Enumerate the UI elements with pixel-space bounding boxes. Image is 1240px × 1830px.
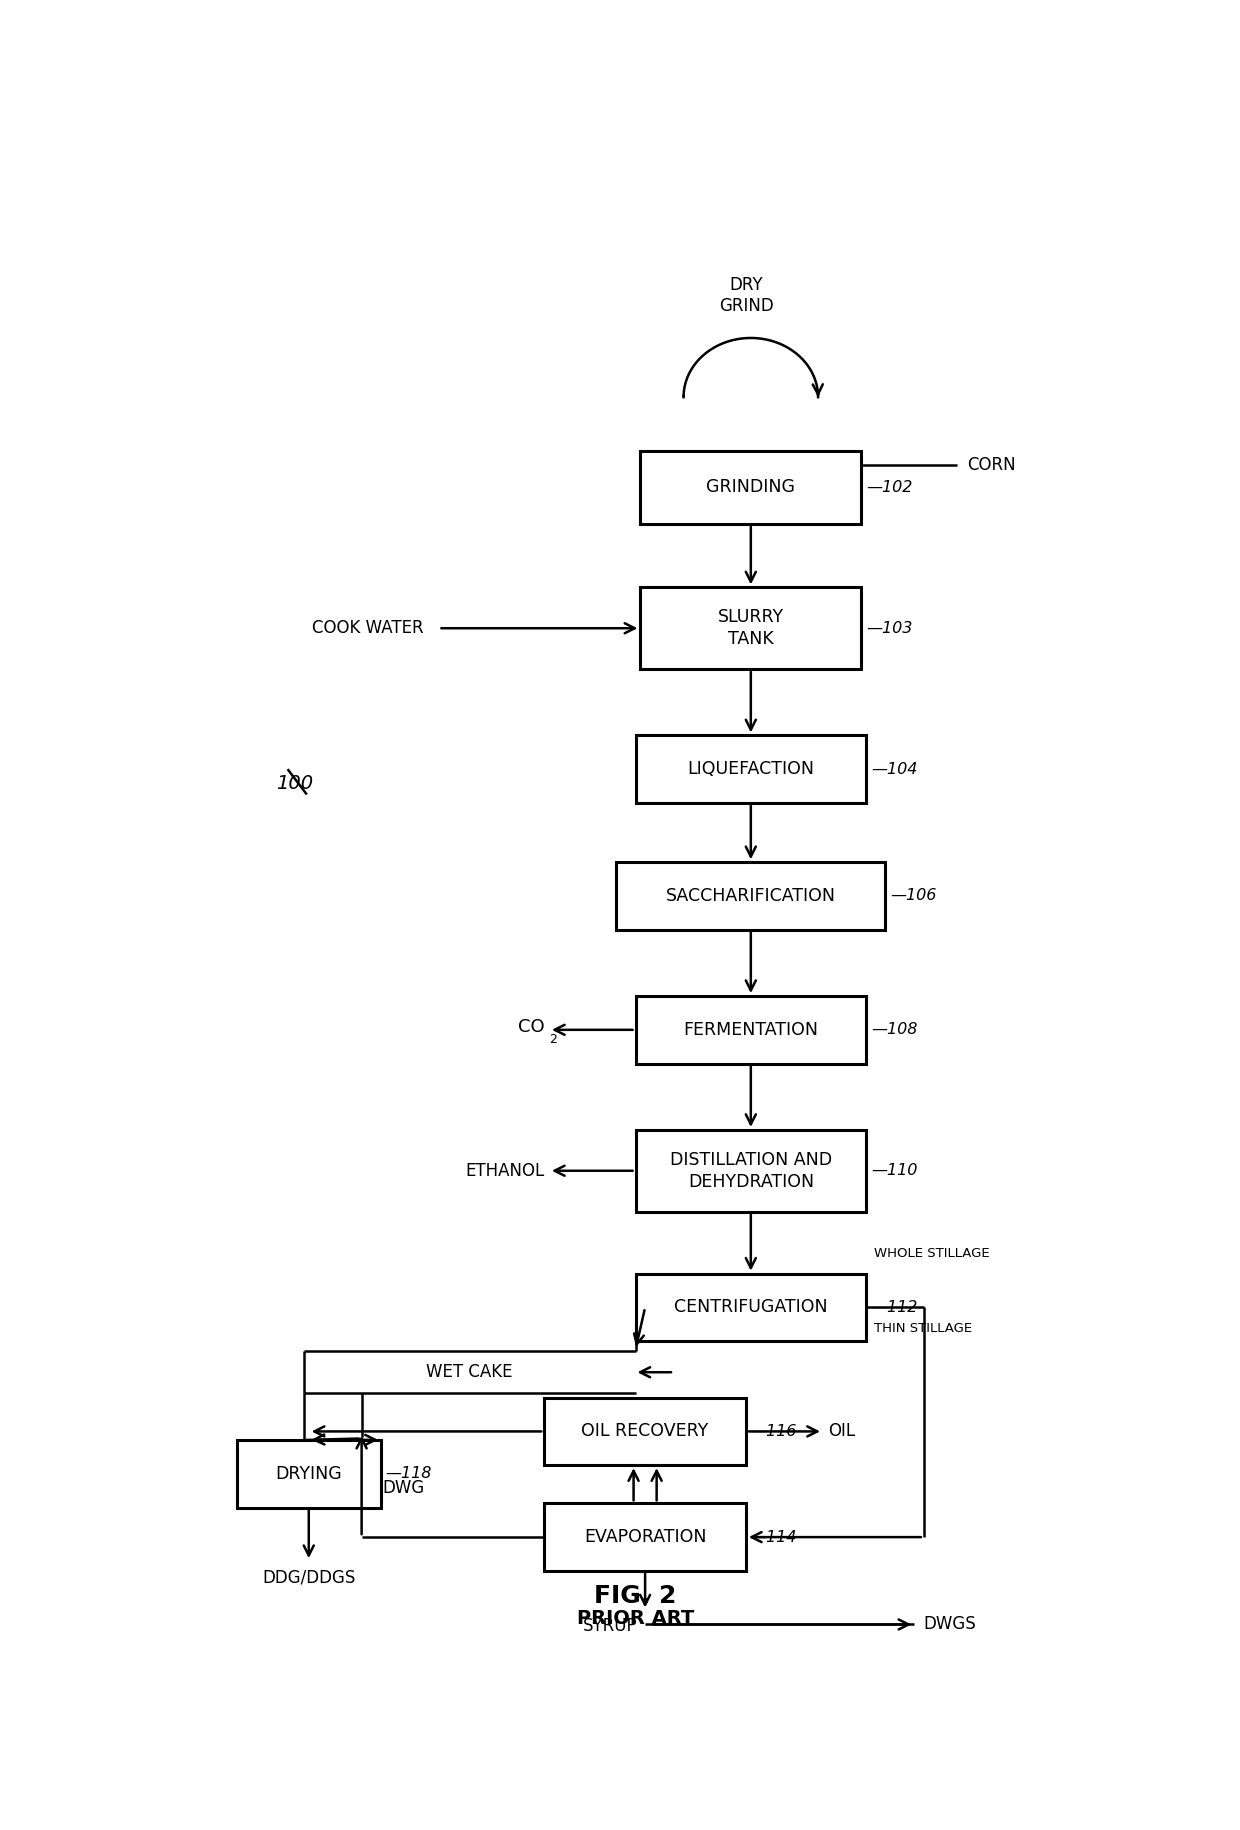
Text: FIG. 2: FIG. 2: [594, 1585, 677, 1609]
Text: CORN: CORN: [967, 456, 1016, 474]
Text: COOK WATER: COOK WATER: [312, 619, 424, 637]
Text: —112: —112: [870, 1299, 918, 1316]
Text: WET CAKE: WET CAKE: [427, 1363, 513, 1382]
FancyBboxPatch shape: [544, 1502, 746, 1570]
Text: —110: —110: [870, 1164, 918, 1179]
FancyBboxPatch shape: [635, 1274, 866, 1341]
Text: LIQUEFACTION: LIQUEFACTION: [687, 759, 815, 778]
Text: DRYING: DRYING: [275, 1464, 342, 1482]
Text: DRY
GRIND: DRY GRIND: [719, 276, 774, 315]
Text: DDG/DDGS: DDG/DDGS: [262, 1568, 356, 1587]
Text: —116: —116: [751, 1424, 797, 1438]
FancyBboxPatch shape: [616, 862, 885, 930]
Text: 100: 100: [275, 774, 312, 792]
Text: —102: —102: [866, 479, 913, 494]
Text: SLURRY
TANK: SLURRY TANK: [718, 608, 784, 648]
FancyBboxPatch shape: [635, 996, 866, 1063]
Text: THIN STILLAGE: THIN STILLAGE: [874, 1321, 972, 1336]
Text: EVAPORATION: EVAPORATION: [584, 1528, 707, 1546]
Text: SACCHARIFICATION: SACCHARIFICATION: [666, 888, 836, 906]
Text: CENTRIFUGATION: CENTRIFUGATION: [675, 1299, 827, 1316]
Text: —106: —106: [890, 889, 936, 904]
Text: ETHANOL: ETHANOL: [465, 1162, 544, 1180]
Text: —103: —103: [866, 620, 913, 635]
Text: OIL RECOVERY: OIL RECOVERY: [582, 1422, 709, 1440]
Text: DWG: DWG: [383, 1479, 425, 1497]
Text: 2: 2: [549, 1034, 557, 1047]
FancyBboxPatch shape: [635, 1129, 866, 1211]
Text: —108: —108: [870, 1023, 918, 1038]
Text: —114: —114: [751, 1530, 797, 1545]
Text: GRINDING: GRINDING: [707, 478, 795, 496]
Text: WHOLE STILLAGE: WHOLE STILLAGE: [874, 1248, 990, 1261]
Text: DISTILLATION AND
DEHYDRATION: DISTILLATION AND DEHYDRATION: [670, 1151, 832, 1191]
Text: SYRUP: SYRUP: [583, 1618, 637, 1634]
Text: FERMENTATION: FERMENTATION: [683, 1021, 818, 1039]
Text: —118: —118: [386, 1466, 432, 1480]
FancyBboxPatch shape: [640, 450, 862, 523]
Text: OIL: OIL: [828, 1422, 854, 1440]
Text: PRIOR ART: PRIOR ART: [577, 1609, 694, 1629]
Text: —104: —104: [870, 761, 918, 776]
Text: CO: CO: [517, 1017, 544, 1036]
FancyBboxPatch shape: [237, 1440, 381, 1508]
FancyBboxPatch shape: [544, 1398, 746, 1466]
Text: DWGS: DWGS: [924, 1616, 977, 1634]
FancyBboxPatch shape: [635, 736, 866, 803]
FancyBboxPatch shape: [640, 587, 862, 670]
